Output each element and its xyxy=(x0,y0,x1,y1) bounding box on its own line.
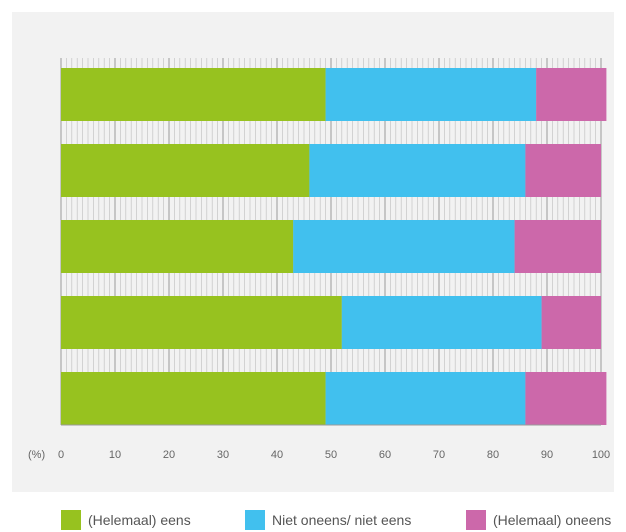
x-axis-unit-label: (%) xyxy=(28,449,45,461)
x-tick-label: 90 xyxy=(541,449,553,461)
legend-swatch xyxy=(245,510,265,530)
x-tick-label: 10 xyxy=(109,449,121,461)
legend-swatch xyxy=(466,510,486,530)
bar-segment xyxy=(341,296,542,349)
bar-segment xyxy=(325,68,537,121)
x-axis: (%) 0 10 20 30 40 50 60 70 80 90 100 xyxy=(28,424,610,461)
legend-label: Niet oneens/ niet eens xyxy=(272,512,412,528)
bar-segment xyxy=(541,296,601,349)
x-tick-label: 0 xyxy=(58,449,64,461)
bar-segment xyxy=(61,296,342,349)
bar-segment xyxy=(325,372,526,425)
x-tick-label: 50 xyxy=(325,449,337,461)
legend-label: (Helemaal) eens xyxy=(88,512,191,528)
x-tick-label: 70 xyxy=(433,449,445,461)
x-tick-label: 20 xyxy=(163,449,175,461)
x-tick-label: 100 xyxy=(592,449,610,461)
legend-item: (Helemaal) eens xyxy=(61,510,191,530)
legend-swatch xyxy=(61,510,81,530)
bar-segment xyxy=(514,220,601,273)
x-tick-label: 60 xyxy=(379,449,391,461)
legend-label: (Helemaal) oneens xyxy=(493,512,612,528)
bar-segment xyxy=(293,220,515,273)
legend-item: (Helemaal) oneens xyxy=(466,510,611,530)
bar-segment xyxy=(61,68,326,121)
stacked-bar-chart: (%) 0 10 20 30 40 50 60 70 80 90 100 xyxy=(28,58,610,461)
bar-segment xyxy=(536,68,607,121)
bar-segment xyxy=(309,144,526,197)
bar-segment xyxy=(525,372,607,425)
x-tick-label: 80 xyxy=(487,449,499,461)
x-tick-label: 30 xyxy=(217,449,229,461)
bar-segment xyxy=(61,372,326,425)
bar-segment xyxy=(525,144,601,197)
legend-item: Niet oneens/ niet eens xyxy=(245,510,411,530)
bar-segment xyxy=(61,220,294,273)
bar-segment xyxy=(61,144,310,197)
x-tick-label: 40 xyxy=(271,449,283,461)
bars xyxy=(61,68,607,425)
legend: (Helemaal) eens Niet oneens/ niet eens (He… xyxy=(0,510,626,530)
